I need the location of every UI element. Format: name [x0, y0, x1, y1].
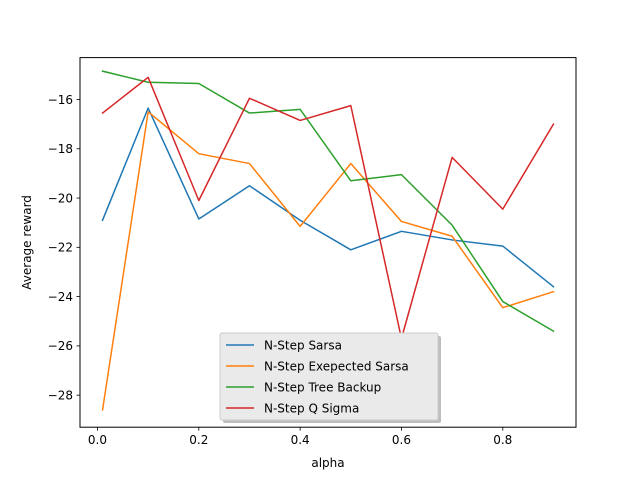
y-axis-ticks: −28 −26 −24 −22 −20 −18 −16 [48, 93, 80, 402]
series-line-1 [101, 107, 555, 288]
y-tick-label: −20 [48, 191, 73, 205]
series-line-3 [101, 70, 555, 333]
series-lines [101, 70, 555, 411]
y-tick-label: −28 [48, 388, 73, 402]
x-tick-label: 0.2 [189, 433, 208, 447]
y-tick-label: −24 [48, 290, 73, 304]
x-axis-ticks: 0.0 0.2 0.4 0.6 0.8 [88, 427, 512, 447]
y-tick-label: −26 [48, 339, 73, 353]
series-line-4 [101, 76, 555, 340]
y-tick-label: −22 [48, 241, 73, 255]
legend-box [219, 332, 439, 421]
series-line-2 [101, 111, 555, 411]
x-tick-label: 0.4 [291, 433, 310, 447]
legend-label: N-Step Exepected Sarsa [264, 359, 409, 373]
y-tick-label: −18 [48, 142, 73, 156]
x-tick-label: 0.8 [493, 433, 512, 447]
y-axis-label: Average reward [20, 195, 34, 290]
x-tick-label: 0.0 [88, 433, 107, 447]
legend-label: N-Step Sarsa [264, 338, 342, 352]
x-axis-label: alpha [311, 456, 344, 470]
y-tick-label: −16 [48, 93, 73, 107]
x-tick-label: 0.6 [392, 433, 411, 447]
legend-label: N-Step Q Sigma [264, 401, 359, 415]
legend: N-Step Sarsa N-Step Exepected Sarsa N-Step… [219, 332, 441, 423]
plot-area-frame [79, 57, 577, 428]
legend-label: N-Step Tree Backup [264, 380, 381, 394]
